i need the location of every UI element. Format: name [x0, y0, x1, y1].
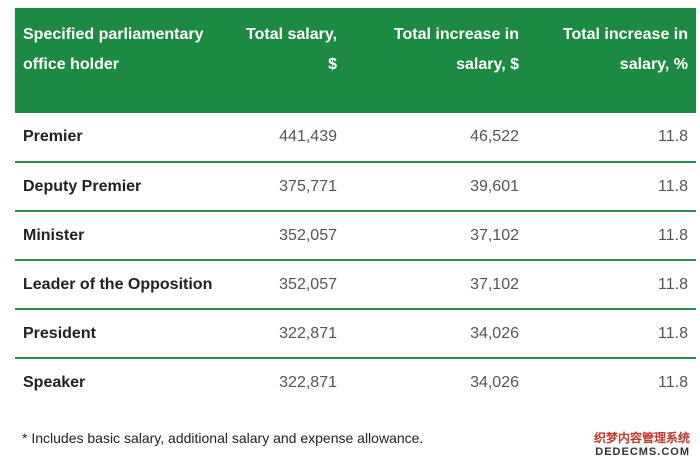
salary-table-container: Specified parliamentary office holder To… — [15, 8, 696, 407]
salary-cell: 322,871 — [279, 374, 337, 391]
header-increase-dollars: Total increase in salary, $ — [393, 26, 519, 73]
increase-cell: 37,102 — [345, 211, 527, 261]
table-row: Minister 352,057 37,102 11.8 — [15, 211, 696, 261]
header-row: Specified parliamentary office holder To… — [15, 8, 696, 113]
table-row: Leader of the Opposition 352,057 37,102 … — [15, 260, 696, 310]
percent-cell: 11.8 — [527, 260, 696, 310]
office-cell: Leader of the Opposition — [15, 260, 237, 310]
table-body: Premier 441,439 46,522 11.8 Deputy Premi… — [15, 113, 696, 407]
office-cell: Minister — [15, 211, 237, 261]
header-increase-percent: Total increase in salary, % — [562, 26, 688, 73]
table-row: Deputy Premier 375,771 39,601 11.8 — [15, 162, 696, 212]
salary-cell: 375,771 — [237, 162, 345, 212]
percent-cell: 11.8 — [658, 374, 688, 391]
salary-cell: 441,439 — [237, 113, 345, 163]
watermark-line1: 织梦内容管理系统 — [593, 431, 690, 445]
percent-cell: 11.8 — [527, 211, 696, 261]
office-cell: President — [15, 309, 237, 359]
salary-table: Specified parliamentary office holder To… — [15, 8, 696, 407]
increase-cell: 37,102 — [345, 260, 527, 310]
increase-cell: 34,026 — [345, 309, 527, 359]
salary-cell: 352,057 — [237, 211, 345, 261]
watermark: 织梦内容管理系统 DEDECMS.COM — [594, 431, 690, 459]
table-header: Specified parliamentary office holder To… — [15, 8, 696, 113]
salary-cell: 322,871 — [237, 309, 345, 359]
percent-cell: 11.8 — [527, 162, 696, 212]
increase-cell: 46,522 — [345, 113, 527, 163]
footnote: * Includes basic salary, additional sala… — [22, 430, 424, 446]
percent-cell: 11.8 — [527, 113, 696, 163]
salary-cell: 352,057 — [237, 260, 345, 310]
header-office-holder: Specified parliamentary office holder — [23, 26, 204, 73]
watermark-line2: DEDECMS.COM — [595, 446, 690, 458]
office-cell: Premier — [15, 113, 237, 163]
percent-cell: 11.8 — [527, 309, 696, 359]
office-cell: Deputy Premier — [15, 162, 237, 212]
table-row: Speaker 322,871 34,026 11.8 — [15, 358, 696, 407]
increase-cell: 34,026 — [470, 374, 519, 391]
table-row: Premier 441,439 46,522 11.8 — [15, 113, 696, 163]
table-row: President 322,871 34,026 11.8 — [15, 309, 696, 359]
header-total-salary: Total salary, $ — [246, 26, 337, 73]
increase-cell: 39,601 — [345, 162, 527, 212]
office-cell: Speaker — [23, 374, 86, 391]
